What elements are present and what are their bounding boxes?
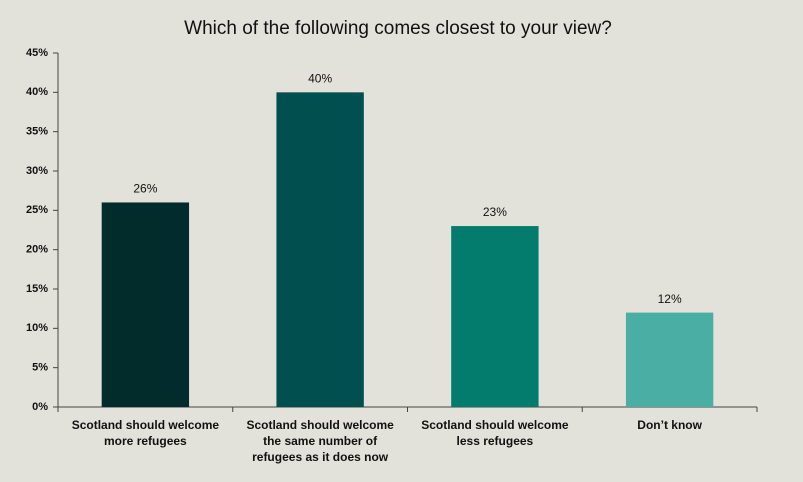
- y-tick-label: 20%: [26, 244, 48, 256]
- bar: [276, 92, 364, 407]
- data-label: 40%: [308, 72, 332, 86]
- data-label: 23%: [483, 205, 507, 219]
- y-tick-label: 25%: [26, 204, 48, 216]
- y-tick-label: 35%: [26, 126, 48, 138]
- y-tick-label: 0%: [32, 401, 48, 413]
- x-tick-label: Don’t know: [637, 418, 702, 432]
- data-label: 26%: [133, 182, 157, 196]
- bar: [451, 226, 539, 407]
- y-tick-label: 10%: [26, 322, 48, 334]
- x-tick-label: Scotland should welcome the same number …: [246, 418, 394, 464]
- bar: [101, 202, 190, 407]
- y-tick-label: 30%: [26, 165, 48, 177]
- y-tick-label: 5%: [32, 362, 48, 374]
- bar: [625, 312, 714, 407]
- y-tick-label: 40%: [26, 86, 48, 98]
- data-label: 12%: [658, 292, 682, 306]
- chart-title: Which of the following comes closest to …: [184, 18, 612, 39]
- x-tick-label: Scotland should welcome more refugees: [71, 418, 220, 448]
- y-tick-label: 15%: [26, 283, 48, 295]
- y-tick-label: 45%: [26, 47, 48, 59]
- x-tick-label: Scotland should welcome less refugees: [421, 418, 569, 448]
